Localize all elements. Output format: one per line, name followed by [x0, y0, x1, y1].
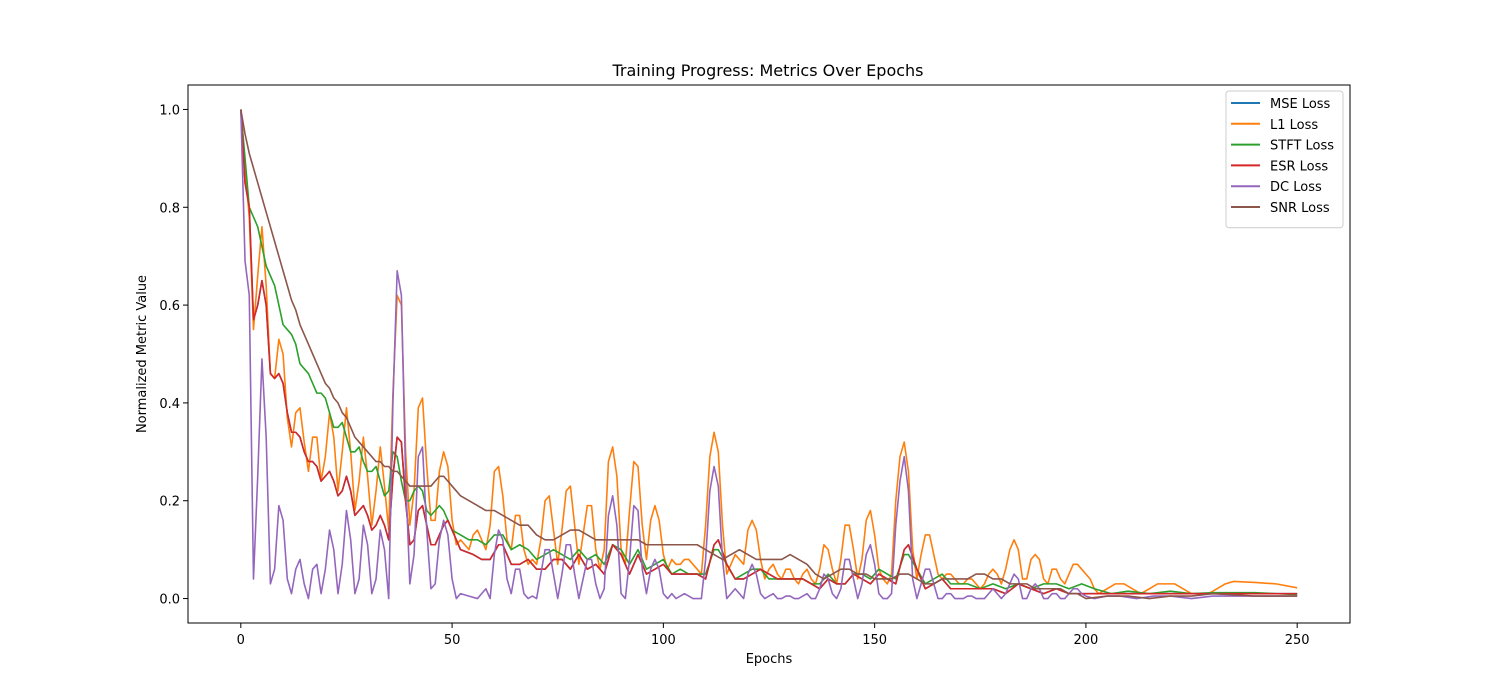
y-axis: 0.0 0.2 0.4 0.6 0.8 1.0: [159, 103, 188, 608]
y-axis-label: Normalized Metric Value: [135, 275, 150, 433]
y-tick-label: 0.2: [159, 495, 180, 510]
y-tick-label: 0.4: [159, 397, 180, 412]
y-tick-label: 1.0: [159, 103, 180, 118]
x-axis: 0 50 100 150 200 250: [237, 623, 1310, 648]
legend-label: ESR Loss: [1270, 159, 1328, 174]
x-tick-label: 250: [1285, 633, 1310, 648]
legend-label: STFT Loss: [1270, 139, 1334, 154]
legend-label: SNR Loss: [1270, 201, 1330, 216]
x-tick-label: 0: [237, 633, 245, 648]
legend-label: MSE Loss: [1270, 97, 1331, 112]
x-axis-label: Epochs: [746, 652, 793, 667]
x-tick-label: 150: [862, 633, 887, 648]
plot-frame: [187, 84, 1351, 624]
chart-title: Training Progress: Metrics Over Epochs: [611, 61, 923, 80]
y-tick-label: 0.8: [159, 201, 180, 216]
series-layer: [240, 109, 1298, 600]
series-line-stft-loss: [240, 109, 1298, 596]
legend: MSE Loss L1 Loss STFT Loss ESR Loss DC Loss S…: [1225, 90, 1344, 229]
series-line-snr-loss: [240, 109, 1298, 600]
y-tick-label: 0.6: [159, 299, 180, 314]
x-tick-label: 50: [444, 633, 461, 648]
legend-label: L1 Loss: [1270, 118, 1318, 133]
series-line-dc-loss: [240, 109, 1298, 600]
legend-label: DC Loss: [1270, 180, 1322, 195]
x-tick-label: 200: [1073, 633, 1098, 648]
y-tick-label: 0.0: [159, 593, 180, 608]
x-tick-label: 100: [651, 633, 676, 648]
legend-box: [1225, 90, 1344, 229]
